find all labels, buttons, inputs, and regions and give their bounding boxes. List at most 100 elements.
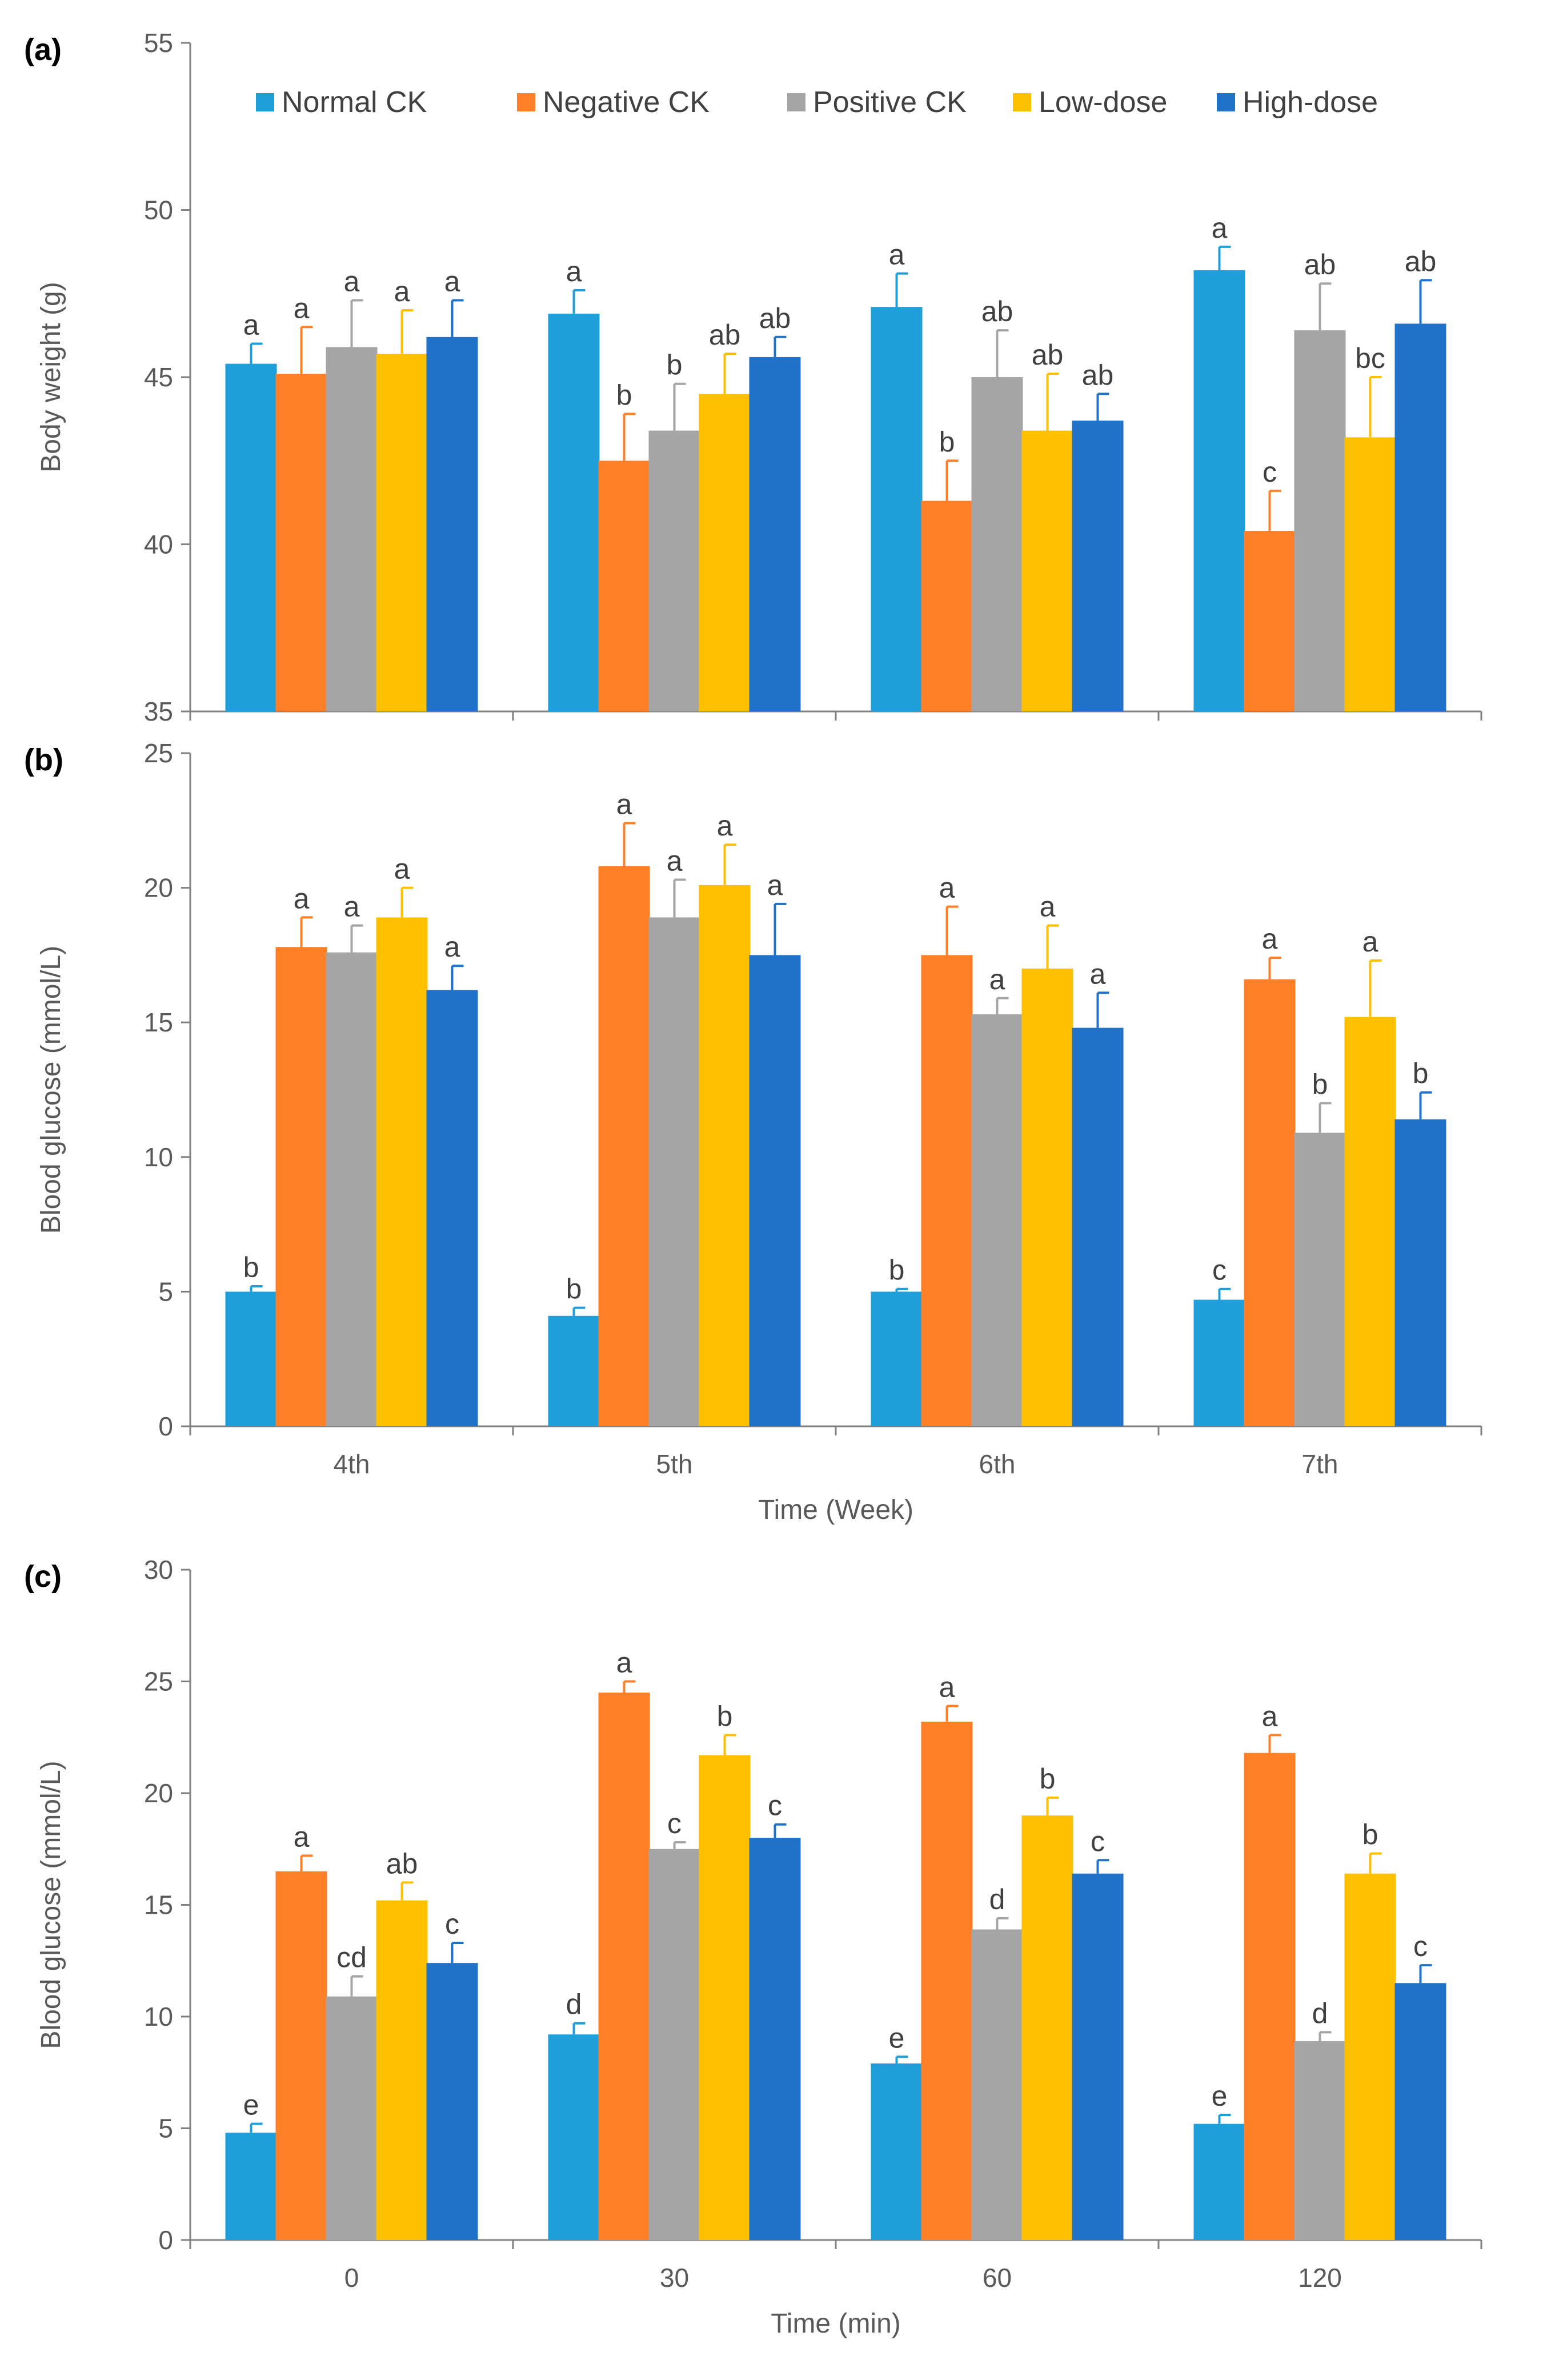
significance-letter: a [616, 789, 632, 821]
y-tick-label: 25 [144, 738, 173, 768]
significance-letter: a [344, 891, 360, 923]
significance-letter: b [1312, 1069, 1328, 1101]
y-tick-label: 40 [144, 530, 173, 559]
bar-negative-ck [275, 1871, 327, 2240]
bar-positive-ck [971, 377, 1023, 711]
y-tick-label: 20 [144, 1778, 173, 1808]
significance-letter: a [294, 292, 310, 324]
significance-letter: cd [336, 1942, 367, 1974]
bar-normal-ck [871, 307, 923, 711]
bar-high-dose [1394, 1983, 1446, 2240]
bar-low-dose [1344, 1017, 1396, 1426]
significance-letter: a [1262, 1700, 1278, 1732]
legend: Normal CK Negative CK Positive CK Low-dose H… [256, 86, 1378, 119]
significance-letter: ab [386, 1847, 418, 1879]
x-category-label: 4th [334, 1449, 370, 1479]
bar-negative-ck [598, 461, 650, 711]
bar-positive-ck [1294, 330, 1346, 711]
x-category-label: 7th [1302, 1449, 1338, 1479]
y-tick-label: 0 [158, 1411, 173, 1441]
y-tick-label: 0 [158, 2225, 173, 2255]
significance-letter: a [243, 309, 259, 341]
significance-letter: a [566, 255, 582, 287]
bar-negative-ck [921, 501, 973, 711]
bar-negative-ck [921, 955, 973, 1426]
significance-letter: a [294, 1821, 310, 1853]
significance-letter: d [566, 1989, 582, 2021]
significance-letter: a [1262, 923, 1278, 955]
bar-high-dose [426, 1963, 478, 2240]
bar-normal-ck [225, 363, 277, 711]
significance-letter: bc [1355, 342, 1385, 374]
y-axis-title: Body weight (g) [36, 282, 66, 473]
legend-swatch [517, 93, 535, 111]
bar-normal-ck [548, 2034, 600, 2240]
y-tick-label: 45 [144, 362, 173, 392]
bar-positive-ck [326, 347, 378, 711]
bar-normal-ck [1193, 270, 1245, 711]
y-tick-label: 55 [144, 28, 173, 58]
bar-high-dose [426, 337, 478, 711]
significance-letter: a [667, 845, 683, 877]
significance-letter: ab [1405, 245, 1437, 277]
significance-letter: a [939, 1671, 955, 1703]
y-tick-label: 5 [158, 1277, 173, 1306]
bar-negative-ck [598, 866, 650, 1426]
significance-letter: e [243, 2089, 259, 2121]
x-category-label: 30 [660, 2263, 689, 2293]
x-axis-title: Time (Week) [758, 1495, 913, 1525]
legend-swatch [787, 93, 805, 111]
x-category-label: 6th [979, 1449, 1016, 1479]
significance-letter: ab [1304, 249, 1336, 281]
significance-letter: b [1040, 1763, 1056, 1795]
bar-negative-ck [1244, 979, 1296, 1426]
significance-letter: a [616, 1647, 632, 1679]
significance-letter: a [394, 275, 410, 307]
significance-letter: b [243, 1251, 259, 1283]
x-category-label: 60 [983, 2263, 1012, 2293]
significance-letter: b [889, 1254, 905, 1286]
legend-item-normal-ck: Normal CK [256, 86, 427, 119]
bar-normal-ck [548, 1315, 600, 1426]
panel-label: (b) [24, 743, 63, 777]
bar-low-dose [699, 1755, 751, 2240]
bar-negative-ck [1244, 531, 1296, 711]
significance-letter: b [939, 426, 955, 458]
significance-letter: e [1212, 2080, 1228, 2112]
legend-label: Positive CK [813, 86, 967, 119]
y-tick-label: 25 [144, 1667, 173, 1697]
y-axis-title: Blood glucose (mmol/L) [36, 946, 66, 1234]
legend-swatch [1013, 93, 1031, 111]
bar-low-dose [376, 1900, 428, 2240]
bar-positive-ck [971, 1014, 1023, 1426]
bar-low-dose [1344, 437, 1396, 711]
significance-letter: b [667, 349, 683, 381]
legend-item-negative-ck: Negative CK [517, 86, 710, 119]
bar-high-dose [1394, 1119, 1446, 1426]
significance-letter: a [444, 931, 460, 963]
bar-positive-ck [971, 1929, 1023, 2240]
significance-letter: b [616, 379, 632, 411]
bar-low-dose [1344, 1873, 1396, 2240]
bar-high-dose [749, 955, 801, 1426]
significance-letter: a [294, 882, 310, 914]
significance-letter: c [1212, 1254, 1227, 1286]
y-tick-label: 5 [158, 2114, 173, 2143]
significance-letter: d [1312, 1997, 1328, 2029]
significance-letter: a [444, 265, 460, 297]
y-tick-label: 15 [144, 1890, 173, 1920]
bar-negative-ck [275, 374, 327, 711]
bar-normal-ck [1193, 1299, 1245, 1426]
significance-letter: b [1413, 1058, 1429, 1090]
significance-letter: b [566, 1273, 582, 1305]
legend-swatch [1217, 93, 1235, 111]
significance-letter: a [394, 853, 410, 885]
bar-positive-ck [326, 952, 378, 1426]
legend-item-high-dose: High-dose [1217, 86, 1378, 119]
bar-low-dose [1021, 430, 1073, 711]
bar-high-dose [1072, 1873, 1124, 2240]
significance-letter: a [1040, 891, 1056, 923]
bar-positive-ck [648, 917, 700, 1426]
y-tick-label: 35 [144, 697, 173, 726]
